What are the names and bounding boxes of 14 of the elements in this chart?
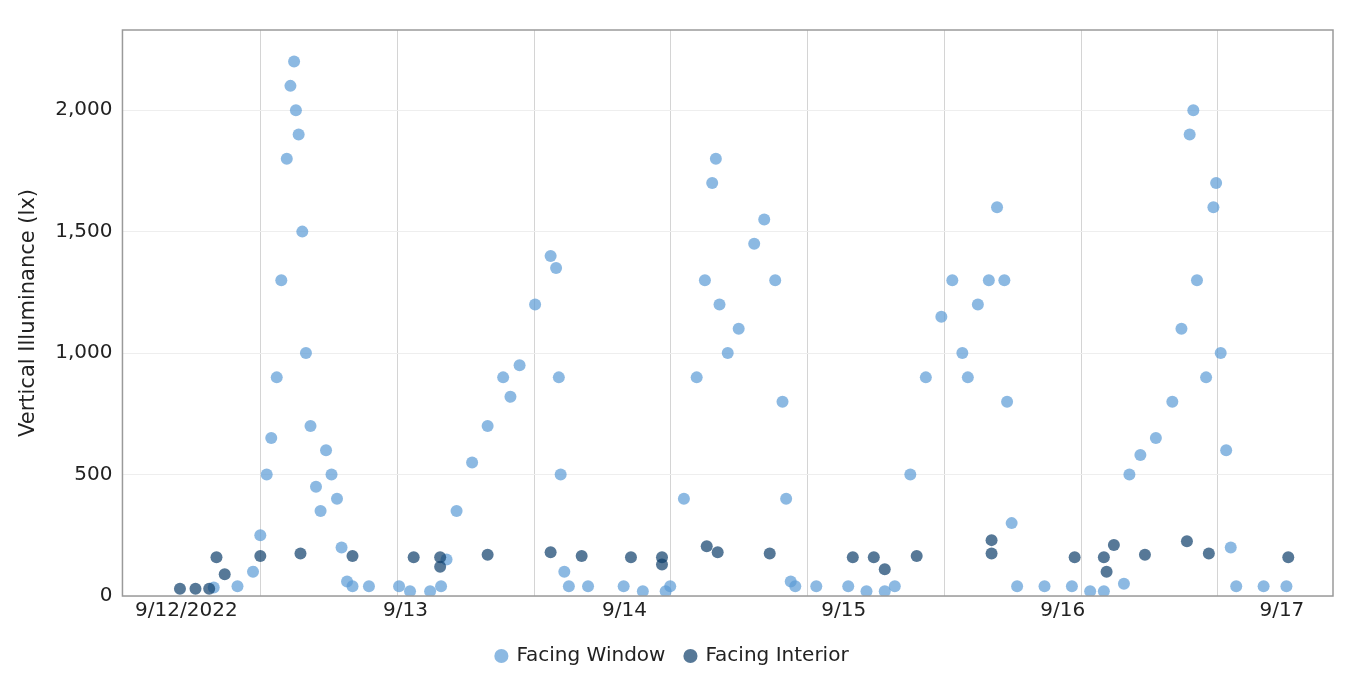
y-tick-label: 1,000 <box>55 339 113 364</box>
x-tick-label: 9/15 <box>821 597 867 622</box>
legend-label: Facing Window <box>516 642 666 667</box>
x-tick-label: 9/13 <box>383 597 428 622</box>
legend-label: Facing Interior <box>705 642 850 667</box>
y-tick-label: 2,000 <box>55 96 113 121</box>
x-tick-label: 9/14 <box>602 597 648 622</box>
x-tick-label: 9/12/2022 <box>135 597 238 622</box>
y-tick-label: 500 <box>74 460 113 485</box>
x-tick-label: 9/16 <box>1040 597 1086 622</box>
x-tick-label: 9/17 <box>1259 597 1305 622</box>
y-axis-title: Vertical Illuminance (lx) <box>15 188 40 438</box>
y-tick-label: 1,500 <box>55 217 113 242</box>
y-tick-label: 0 <box>99 582 113 607</box>
